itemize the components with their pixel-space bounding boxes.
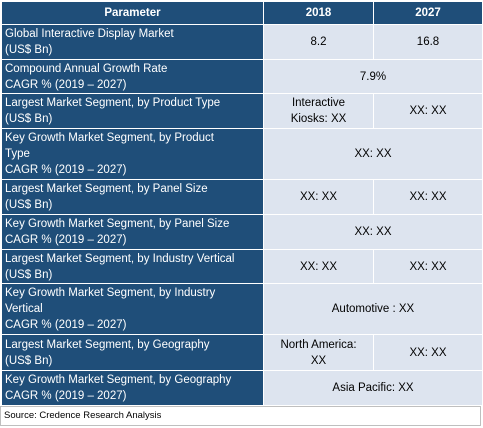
value-2018: Interactive Kiosks: XX <box>263 93 374 130</box>
table-row: Largest Market Segment, by Industry Vert… <box>1 248 483 285</box>
parameter-cell: Global Interactive Display Market (US$ B… <box>1 24 264 60</box>
parameter-cell: Largest Market Segment, by Product Type … <box>1 93 264 130</box>
parameter-line: Type <box>5 148 30 161</box>
value-2027: XX: XX <box>373 93 483 130</box>
parameter-line: Largest Market Segment, by Product Type <box>5 97 221 110</box>
parameter-line: (US$ Bn) <box>5 199 53 212</box>
table-row: Compound Annual Growth Rate CAGR % (2019… <box>1 58 483 95</box>
parameter-line: CAGR % (2019 – 2027) <box>5 164 127 177</box>
parameter-line: Largest Market Segment, by Geography <box>5 338 210 351</box>
table-row: Key Growth Market Segment, by Industry V… <box>1 283 483 336</box>
value-2018: XX: XX <box>263 179 374 215</box>
parameter-cell: Largest Market Segment, by Geography (US… <box>1 334 264 372</box>
header-2027: 2027 <box>373 1 483 25</box>
parameter-line: Compound Annual Growth Rate <box>5 62 168 75</box>
parameter-line: (US$ Bn) <box>5 113 53 126</box>
parameter-line: CAGR % (2019 – 2027) <box>5 233 127 246</box>
value-line: XX <box>310 354 327 367</box>
value-2027: XX: XX <box>373 248 483 285</box>
table-row: Key Growth Market Segment, by Geography … <box>1 370 483 406</box>
parameter-line: Key Growth Market Segment, by Geography <box>5 374 232 387</box>
parameter-line: CAGR % (2019 – 2027) <box>5 319 127 332</box>
table-row: Key Growth Market Segment, by Panel Size… <box>1 213 483 250</box>
parameter-line: Largest Market Segment, by Industry Vert… <box>5 252 235 265</box>
header-parameter: Parameter <box>1 1 264 25</box>
table-row: Global Interactive Display Market (US$ B… <box>1 24 483 60</box>
table-row: Largest Market Segment, by Panel Size (U… <box>1 179 483 215</box>
parameter-cell: Largest Market Segment, by Panel Size (U… <box>1 179 264 215</box>
value-2018: North America: XX <box>263 334 374 372</box>
value-merged: 7.9% <box>263 58 483 95</box>
value-2027: 16.8 <box>373 24 483 60</box>
parameter-cell: Key Growth Market Segment, by Geography … <box>1 370 264 406</box>
table-row: Largest Market Segment, by Product Type … <box>1 93 483 130</box>
value-2018: 8.2 <box>263 24 374 60</box>
market-summary-table: Parameter 2018 2027 Global Interactive D… <box>1 1 483 406</box>
value-line: North America: <box>280 338 357 351</box>
source-note: Source: Credence Research Analysis <box>0 406 481 426</box>
value-2027: XX: XX <box>373 334 483 372</box>
value-2018: XX: XX <box>263 248 374 285</box>
value-line: Interactive <box>291 97 346 110</box>
table-row: Key Growth Market Segment, by Product Ty… <box>1 128 483 181</box>
parameter-cell: Key Growth Market Segment, by Product Ty… <box>1 128 264 181</box>
parameter-cell: Key Growth Market Segment, by Industry V… <box>1 283 264 336</box>
value-merged: Automotive : XX <box>263 283 483 336</box>
parameter-line: Largest Market Segment, by Panel Size <box>5 183 208 196</box>
parameter-cell: Compound Annual Growth Rate CAGR % (2019… <box>1 58 264 95</box>
value-merged: Asia Pacific: XX <box>263 370 483 406</box>
parameter-line: CAGR % (2019 – 2027) <box>5 390 127 403</box>
parameter-line: (US$ Bn) <box>5 354 53 367</box>
parameter-line: Vertical <box>5 303 43 316</box>
header-row: Parameter 2018 2027 <box>1 1 483 25</box>
parameter-line: (US$ Bn) <box>5 268 53 281</box>
parameter-line: CAGR % (2019 – 2027) <box>5 78 127 91</box>
value-merged: XX: XX <box>263 213 483 250</box>
value-line: Kiosks: XX <box>290 113 347 126</box>
table-row: Largest Market Segment, by Geography (US… <box>1 334 483 372</box>
parameter-line: Key Growth Market Segment, by Industry <box>5 287 216 300</box>
parameter-line: Global Interactive Display Market <box>5 27 174 40</box>
parameter-cell: Key Growth Market Segment, by Panel Size… <box>1 213 264 250</box>
parameter-cell: Largest Market Segment, by Industry Vert… <box>1 248 264 285</box>
parameter-line: Key Growth Market Segment, by Panel Size <box>5 217 230 230</box>
parameter-line: (US$ Bn) <box>5 43 53 56</box>
value-2027: XX: XX <box>373 179 483 215</box>
header-2018: 2018 <box>263 1 374 25</box>
parameter-line: Key Growth Market Segment, by Product <box>5 132 215 145</box>
value-merged: XX: XX <box>263 128 483 181</box>
